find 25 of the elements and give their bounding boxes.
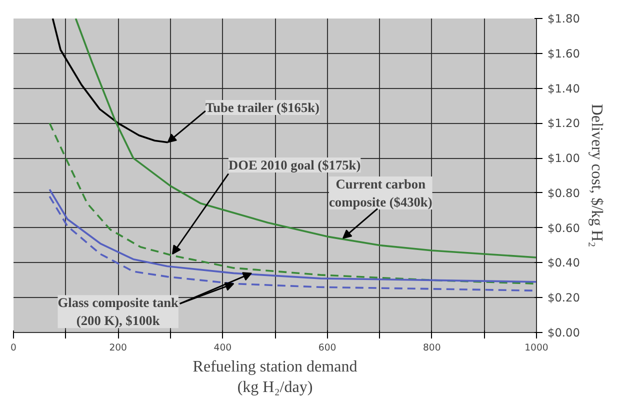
y-tick-label: $0.60 xyxy=(548,220,580,235)
x-tick-label: 0 xyxy=(10,342,17,354)
annotation: Tube trailer ($165k) xyxy=(205,100,320,115)
annotation: Glass composite tank (200 K), $100k xyxy=(58,295,180,328)
y-tick-label: $0.80 xyxy=(548,186,580,200)
line-series xyxy=(48,122,536,285)
x-tick-label: 400 xyxy=(214,342,232,354)
y-axis-title: Delivery cost, $/kg H₂ xyxy=(588,104,605,248)
x-tick-label: 600 xyxy=(318,342,336,354)
y-tick-label: $0.40 xyxy=(548,256,580,270)
y-tick-label: $1.80 xyxy=(548,12,580,26)
line-series xyxy=(74,18,536,258)
annotation: DOE 2010 goal ($175k) xyxy=(228,158,361,173)
x-axis-title: Refueling station demand (kg H₂/day) xyxy=(192,358,358,396)
x-tick-label: 1000 xyxy=(524,342,548,354)
y-tick-label: $1.20 xyxy=(548,116,580,130)
x-tick-label: 200 xyxy=(109,342,128,354)
y-tick-label: $1.40 xyxy=(548,81,580,96)
annotation: Current carbon composite ($430k) xyxy=(329,176,432,210)
y-tick-label: $1.60 xyxy=(548,46,580,60)
y-tick-label: $1.00 xyxy=(548,151,580,166)
y-tick-label: $0.20 xyxy=(548,290,580,305)
line-series xyxy=(48,188,536,283)
y-tick-label: $0.00 xyxy=(548,326,580,340)
x-tick-label: 800 xyxy=(423,342,441,354)
